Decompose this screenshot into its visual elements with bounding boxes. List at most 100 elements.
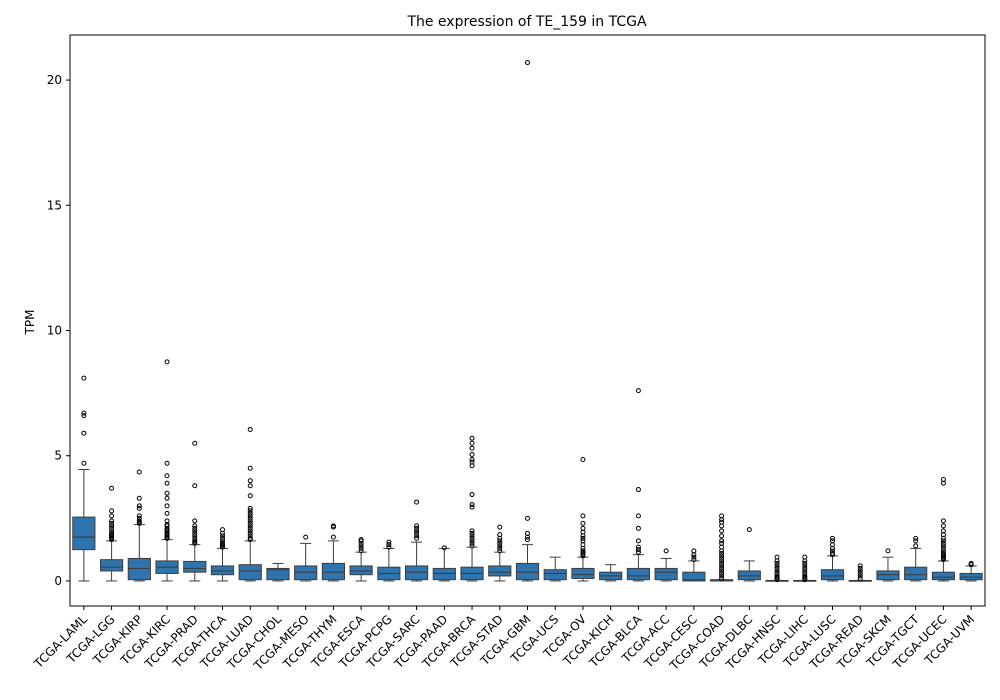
box bbox=[904, 566, 928, 581]
outlier-point bbox=[330, 523, 336, 529]
outlier-point bbox=[968, 560, 974, 566]
y-tick-label: 20 bbox=[47, 73, 62, 87]
outlier-point bbox=[247, 426, 253, 432]
outlier-point bbox=[247, 530, 253, 536]
outlier-point bbox=[220, 527, 225, 533]
outlier-point bbox=[913, 535, 919, 541]
outlier-point bbox=[220, 533, 225, 539]
outlier-point bbox=[857, 565, 863, 571]
outlier-point bbox=[719, 563, 725, 569]
outlier-point bbox=[663, 548, 669, 554]
outlier-point bbox=[414, 525, 420, 531]
outlier-point bbox=[691, 548, 697, 554]
box bbox=[654, 567, 678, 581]
outlier-point bbox=[691, 557, 697, 563]
outlier-point bbox=[719, 565, 725, 571]
outlier-point bbox=[136, 503, 142, 509]
outlier-point bbox=[497, 538, 503, 544]
outlier-point bbox=[802, 560, 808, 566]
outlier-point bbox=[192, 525, 198, 531]
outlier-point bbox=[497, 545, 503, 551]
outlier-point bbox=[192, 530, 198, 536]
outlier-point bbox=[719, 570, 725, 576]
outlier-point bbox=[136, 513, 142, 519]
outlier-point bbox=[525, 60, 530, 66]
outlier-point bbox=[774, 568, 780, 574]
outlier-point bbox=[580, 548, 586, 554]
box bbox=[543, 569, 567, 581]
box bbox=[682, 571, 706, 582]
outlier-point bbox=[469, 535, 475, 541]
outlier-point bbox=[164, 518, 170, 524]
outlier-point bbox=[469, 456, 475, 462]
outlier-point bbox=[109, 523, 115, 529]
outlier-point bbox=[414, 530, 420, 536]
outlier-point bbox=[358, 545, 364, 551]
outlier-point bbox=[525, 515, 530, 521]
outlier-point bbox=[164, 503, 170, 509]
outlier-point bbox=[192, 483, 198, 489]
outlier-point bbox=[192, 535, 198, 541]
outlier-point bbox=[386, 544, 392, 550]
outlier-point bbox=[774, 554, 780, 560]
outlier-point bbox=[635, 544, 641, 550]
box bbox=[294, 565, 318, 581]
outlier-point bbox=[469, 492, 475, 498]
plot-area: 05101520TCGA-LAMLTCGA-LGGTCGA-KIRPTCGA-K… bbox=[31, 60, 983, 673]
outlier-point bbox=[940, 543, 946, 549]
outlier-point bbox=[81, 410, 87, 416]
box bbox=[571, 567, 595, 579]
box bbox=[432, 567, 456, 581]
outlier-point bbox=[830, 548, 835, 554]
outlier-point bbox=[802, 563, 808, 569]
outlier-point bbox=[802, 568, 808, 574]
outlier-point bbox=[247, 528, 253, 534]
chart-title: The expression of TE_159 in TCGA bbox=[406, 14, 647, 30]
outlier-point bbox=[247, 535, 253, 541]
outlier-point bbox=[691, 554, 697, 560]
outlier-point bbox=[164, 480, 170, 486]
outlier-point bbox=[746, 527, 752, 533]
box bbox=[100, 559, 124, 572]
outlier-point bbox=[247, 505, 253, 511]
outlier-point bbox=[469, 528, 475, 534]
outlier-point bbox=[109, 518, 115, 524]
box bbox=[238, 564, 262, 581]
outlier-point bbox=[358, 548, 364, 554]
outlier-point bbox=[719, 538, 725, 544]
box bbox=[349, 565, 373, 576]
outlier-point bbox=[940, 538, 946, 544]
outlier-point bbox=[81, 430, 87, 436]
outlier-point bbox=[109, 520, 115, 526]
outlier-point bbox=[247, 518, 253, 524]
outlier-point bbox=[192, 440, 198, 446]
outlier-point bbox=[635, 547, 641, 553]
outlier-point bbox=[192, 538, 198, 544]
y-axis-label: TPM bbox=[23, 310, 37, 336]
outlier-point bbox=[247, 523, 253, 529]
outlier-point bbox=[469, 459, 475, 465]
outlier-point bbox=[913, 538, 919, 544]
outlier-point bbox=[414, 499, 420, 505]
outlier-point bbox=[635, 549, 641, 555]
outlier-point bbox=[220, 540, 225, 546]
box bbox=[183, 560, 207, 573]
box bbox=[820, 569, 845, 581]
outlier-point bbox=[580, 538, 586, 544]
outlier-point bbox=[830, 550, 835, 556]
outlier-point bbox=[414, 533, 420, 539]
plot-frame bbox=[69, 34, 986, 607]
outlier-point bbox=[774, 560, 780, 566]
y-tick-label: 5 bbox=[54, 449, 62, 463]
outlier-point bbox=[469, 502, 475, 508]
outlier-point bbox=[525, 537, 530, 543]
box bbox=[876, 570, 900, 581]
box bbox=[266, 567, 290, 581]
outlier-point bbox=[802, 573, 808, 579]
box bbox=[737, 570, 761, 581]
outlier-point bbox=[940, 518, 946, 524]
box bbox=[321, 562, 345, 581]
outlier-point bbox=[580, 513, 586, 519]
outlier-point bbox=[247, 510, 253, 516]
